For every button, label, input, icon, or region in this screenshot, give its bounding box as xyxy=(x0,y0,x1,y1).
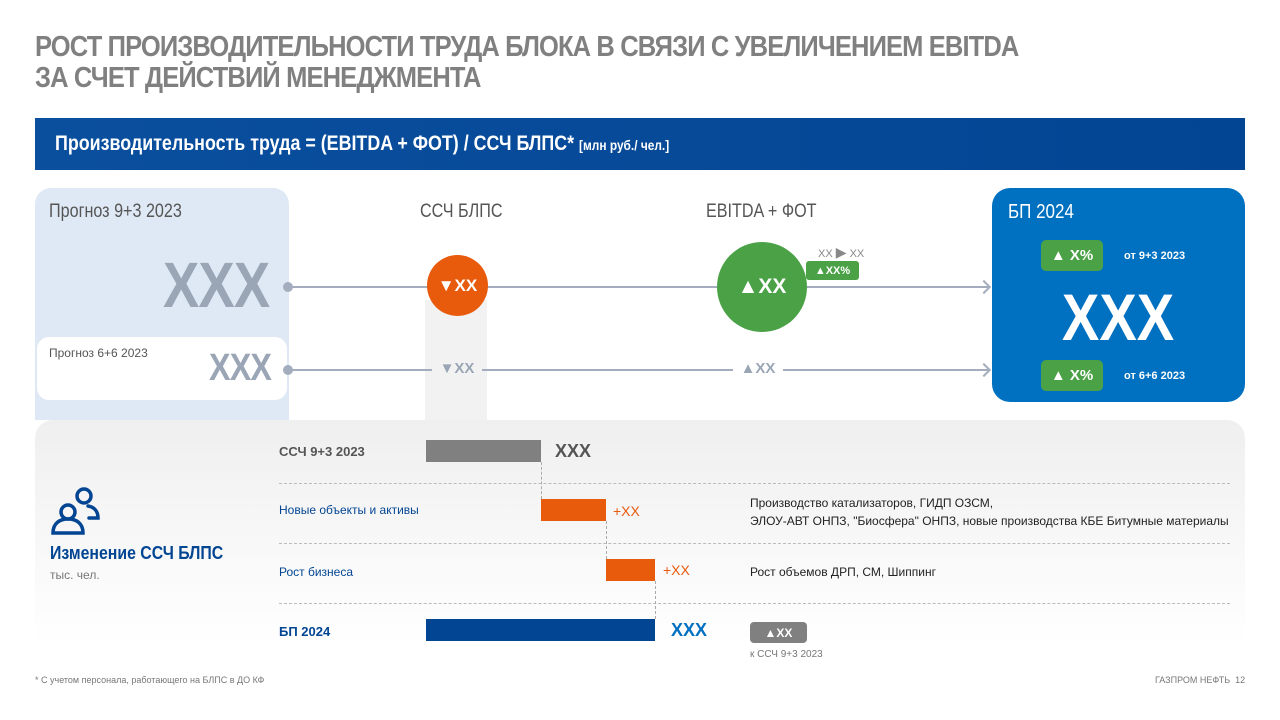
title-line-1: РОСТ ПРОИЗВОДИТЕЛЬНОСТИ ТРУДА БЛОКА В СВ… xyxy=(35,31,1019,63)
bp-value: XXX xyxy=(992,282,1245,352)
description-line: ЭЛОУ-АВТ ОНПЗ, "Биосфера" ОНПЗ, новые пр… xyxy=(750,514,1229,528)
page-title: РОСТ ПРОИЗВОДИТЕЛЬНОСТИ ТРУДА БЛОКА В СВ… xyxy=(35,31,1019,94)
ebitda-pct-badge: ▲XX% xyxy=(806,261,859,280)
row-label: Рост бизнеса xyxy=(279,565,354,579)
ssch-header: ССЧ БЛПС xyxy=(420,201,503,222)
bp-value-text: XXX xyxy=(1062,280,1175,354)
connector-dash xyxy=(655,581,656,619)
arrow-right-icon xyxy=(976,279,992,295)
forecast-6-6-box xyxy=(35,335,289,402)
row-value: XXX xyxy=(671,620,708,640)
forecast-6-6-label: Прогноз 6+6 2023 xyxy=(49,346,148,360)
bp-header: БП 2024 xyxy=(1008,201,1074,223)
page-number: 12 xyxy=(1235,675,1246,685)
headcount-unit: тыс. чел. xyxy=(50,568,100,582)
ssch-lower-value: ▼XX xyxy=(432,360,482,377)
row-divider xyxy=(279,483,1230,484)
connector-dash xyxy=(541,462,542,499)
headcount-title: Изменение ССЧ БЛПС xyxy=(50,543,224,563)
flow-line-top xyxy=(288,286,988,288)
connector-dash xyxy=(606,521,607,559)
badge-note: к ССЧ 9+3 2023 xyxy=(750,649,823,660)
bar-bp-2024 xyxy=(426,619,655,641)
formula-unit: [млн руб./ чел.] xyxy=(579,137,670,153)
formula-text: Производительность труда = (EBITDA + ФОТ… xyxy=(55,132,575,155)
forecast-label: Прогноз 9+3 2023 xyxy=(49,201,182,222)
bar-ssch-2023 xyxy=(426,440,541,462)
ebitda-lower-value: ▲XX xyxy=(733,360,783,377)
bp-headcount-badge: ▲XX xyxy=(750,622,807,643)
ebitda-change-range: XX ▶ XX xyxy=(818,244,864,261)
headcount-panel xyxy=(35,420,1245,645)
play-arrow-icon: ▶ xyxy=(835,244,847,260)
row-value: +XX xyxy=(613,503,640,519)
forecast-6-6-value: XXX xyxy=(209,347,272,389)
title-line-2: ЗА СЧЕТ ДЕЙСТВИЙ МЕНЕДЖМЕНТА xyxy=(35,62,481,94)
flow-line-bottom xyxy=(288,369,988,371)
row-description: Рост объемов ДРП, СМ, Шиппинг xyxy=(750,565,936,579)
bp-badge-bottom-note: от 6+6 2023 xyxy=(1124,370,1186,382)
brand-name: ГАЗПРОМ НЕФТЬ xyxy=(1155,675,1231,685)
bar-business-growth xyxy=(606,559,655,581)
ebitda-change-circle: ▲XX xyxy=(717,242,807,332)
bp-badge-bottom: ▲ X% xyxy=(1041,360,1103,391)
change-from: XX xyxy=(818,248,833,260)
row-divider xyxy=(279,543,1230,544)
bar-new-objects xyxy=(541,499,606,521)
bp-2024-panel xyxy=(992,188,1245,402)
footer-brand: ГАЗПРОМ НЕФТЬ 12 xyxy=(1155,675,1245,685)
forecast-value: XXX xyxy=(163,249,270,321)
row-label: ССЧ 9+3 2023 xyxy=(279,444,365,459)
row-description: Производство катализаторов, ГИДП ОЗСМ, ЭЛ… xyxy=(750,494,1229,530)
ebitda-header: EBITDA + ФОТ xyxy=(706,201,817,222)
row-label: БП 2024 xyxy=(279,624,331,639)
description-line: Производство катализаторов, ГИДП ОЗСМ, xyxy=(750,496,994,510)
formula-banner: Производительность труда = (EBITDA + ФОТ… xyxy=(35,118,1245,170)
bp-badge-top: ▲ X% xyxy=(1041,240,1103,271)
ssch-change-circle: ▼XX xyxy=(427,255,488,316)
change-to: XX xyxy=(849,248,865,260)
footnote: * С учетом персонала, работающего на БЛП… xyxy=(35,675,265,685)
row-label: Новые объекты и активы xyxy=(279,503,419,517)
row-divider xyxy=(279,603,1230,604)
row-value: XXX xyxy=(555,441,592,461)
row-value: +XX xyxy=(663,562,690,578)
people-icon xyxy=(51,487,100,535)
arrow-right-icon xyxy=(976,362,992,378)
bp-badge-top-note: от 9+3 2023 xyxy=(1124,250,1186,262)
